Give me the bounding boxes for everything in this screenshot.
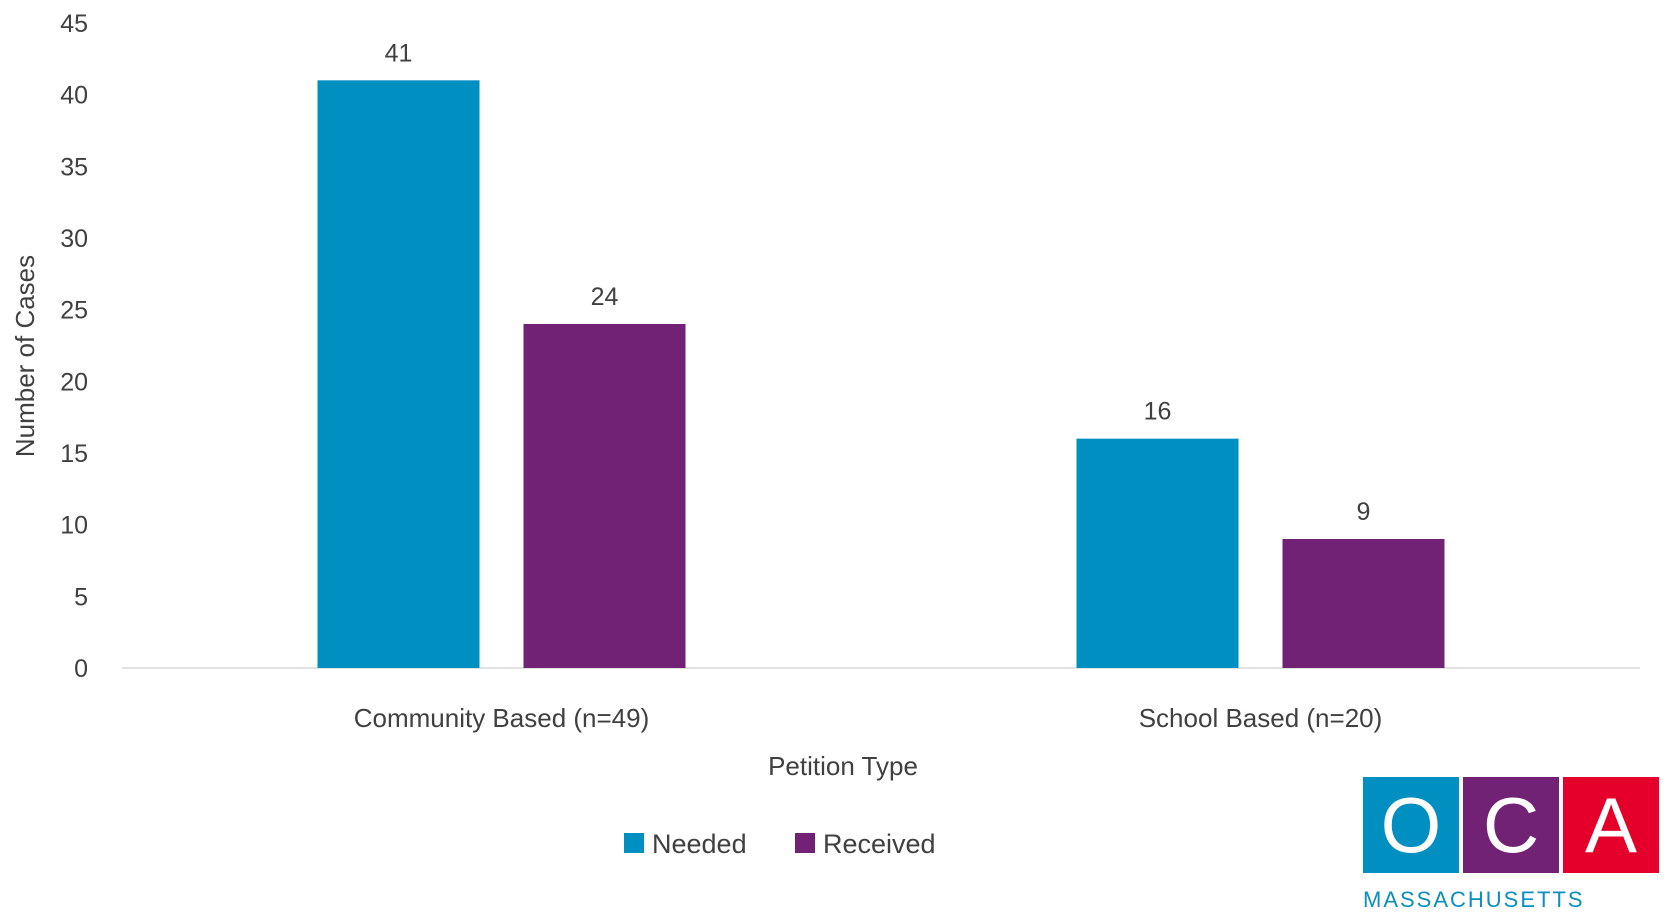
y-tick-label: 25: [60, 297, 88, 325]
x-axis-category-labels: Community Based (n=49) School Based (n=20…: [354, 703, 1383, 733]
logo-box-o: [1363, 777, 1459, 873]
legend: Needed Received: [624, 829, 936, 859]
logo-letter-o: O: [1381, 781, 1442, 869]
logo-letter-a: A: [1585, 781, 1637, 869]
legend-swatch-needed: [624, 833, 644, 853]
x-tick-label: Community Based (n=49): [354, 703, 650, 733]
y-tick-label: 10: [60, 512, 88, 540]
y-tick-label: 20: [60, 368, 88, 396]
data-label: 24: [591, 283, 619, 311]
bar-needed-0: [317, 80, 480, 669]
y-tick-label: 30: [60, 225, 88, 253]
x-tick-label: School Based (n=20): [1139, 703, 1383, 733]
bar-received-0: [523, 324, 686, 668]
x-axis-title: Petition Type: [768, 751, 918, 781]
y-axis-ticks: 0 5 10 15 20 25 30 35 40 45: [60, 10, 88, 683]
legend-label-received: Received: [823, 829, 936, 859]
bars: [317, 80, 1445, 669]
legend-swatch-received: [795, 833, 815, 853]
y-tick-label: 40: [60, 82, 88, 110]
y-tick-label: 45: [60, 10, 88, 38]
y-tick-label: 5: [74, 583, 88, 611]
data-label: 41: [385, 39, 413, 67]
oca-logo: O C A MASSACHUSETTS: [1363, 777, 1659, 912]
logo-subtext: MASSACHUSETTS: [1363, 887, 1585, 912]
data-label: 9: [1357, 498, 1371, 526]
logo-letter-c: C: [1483, 781, 1539, 869]
bar-needed-1: [1076, 438, 1239, 668]
logo-box-c: [1463, 777, 1559, 873]
legend-label-needed: Needed: [652, 829, 747, 859]
y-tick-label: 0: [74, 655, 88, 683]
data-labels: 41 24 16 9: [385, 39, 1371, 526]
y-tick-label: 35: [60, 153, 88, 181]
data-label: 16: [1144, 398, 1172, 426]
y-tick-label: 15: [60, 440, 88, 468]
y-axis-title: Number of Cases: [10, 255, 40, 457]
bar-received-1: [1282, 539, 1445, 668]
logo-box-a: [1563, 777, 1659, 873]
